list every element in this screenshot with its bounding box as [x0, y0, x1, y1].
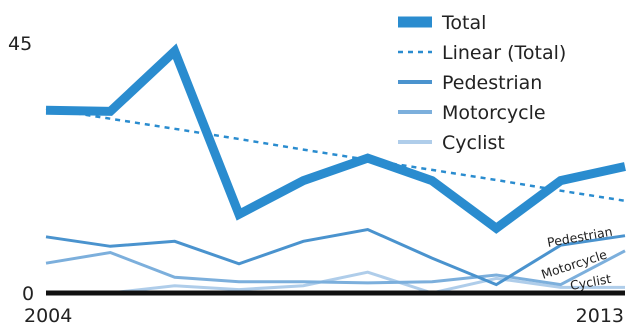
series-line-motorcycle — [45, 249, 626, 287]
series-layer — [45, 43, 626, 295]
x-tick-label-start: 2004 — [24, 305, 72, 326]
x-tick-label-end: 2013 — [576, 305, 624, 326]
y-tick-label-max: 45 — [8, 33, 32, 55]
legend: Total Linear (Total) Pedestrian Motorcycle C… — [398, 12, 566, 154]
legend-label-pedestrian: Pedestrian — [442, 72, 542, 94]
legend-label-motorcycle: Motorcycle — [442, 102, 546, 124]
inline-label-cyclist: Cyclist — [569, 271, 612, 293]
series-line-linear-total — [45, 107, 626, 203]
legend-label-total: Total — [441, 12, 486, 34]
legend-label-cyclist: Cyclist — [442, 132, 505, 154]
legend-label-linear-total: Linear (Total) — [442, 42, 566, 64]
series-line-total — [45, 43, 626, 234]
y-tick-label-min: 0 — [22, 283, 34, 305]
series-line-pedestrian — [45, 227, 626, 287]
series-line-cyclist — [46, 270, 625, 295]
